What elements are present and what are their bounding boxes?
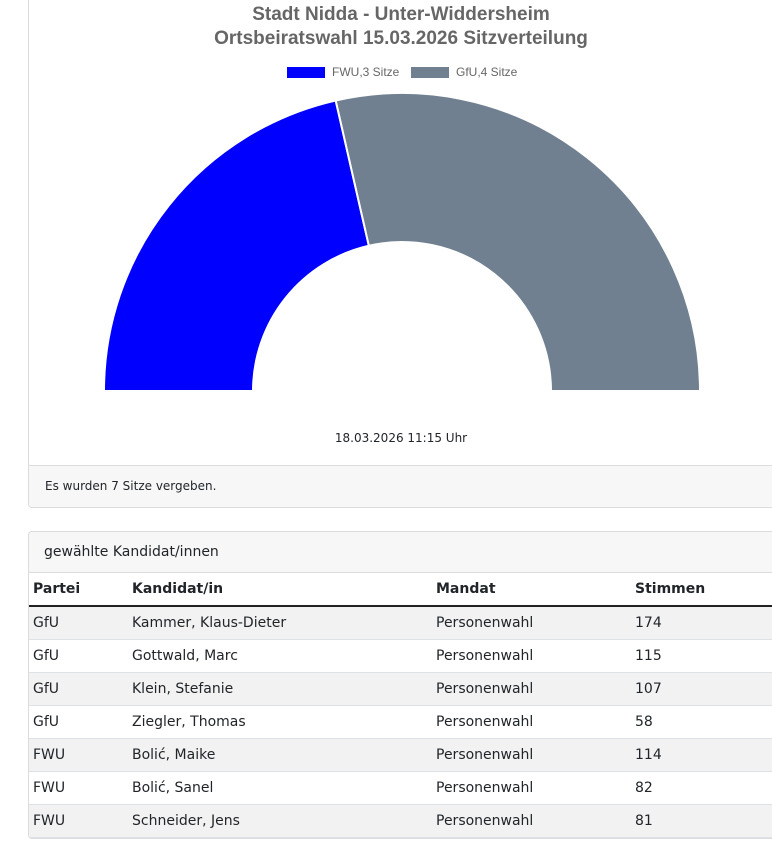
table-cell: Personenwahl (432, 804, 631, 838)
col-partei: Partei (29, 573, 128, 607)
table-cell: Personenwahl (432, 672, 631, 706)
table-cell: Personenwahl (432, 738, 631, 772)
legend-label: GfU,4 Sitze (456, 65, 518, 79)
table-cell: Personenwahl (432, 771, 631, 805)
candidates-table: Partei Kandidat/in Mandat Stimmen GfU Kam… (29, 573, 772, 838)
table-cell: Bolić, Sanel (128, 771, 432, 805)
table-cell: GfU (29, 705, 128, 739)
table-cell: Ziegler, Thomas (128, 705, 432, 739)
table-cell: Bolić, Maike (128, 738, 432, 772)
seats-summary: Es wurden 7 Sitze vergeben. (29, 465, 772, 507)
col-stimmen: Stimmen (631, 573, 772, 607)
table-cell: 115 (631, 639, 772, 673)
table-row: FWU Schneider, Jens Personenwahl 81 (29, 804, 772, 838)
table-cell: 82 (631, 771, 772, 805)
candidates-header: gewählte Kandidat/innen (29, 532, 772, 573)
table-row: FWU Bolić, Maike Personenwahl 114 (29, 738, 772, 772)
timestamp: 18.03.2026 11:15 Uhr (334, 431, 468, 445)
table-row: GfU Klein, Stefanie Personenwahl 107 (29, 672, 772, 706)
col-kandidat: Kandidat/in (128, 573, 432, 607)
legend-item-fwu[interactable]: FWU,3 Sitze (287, 65, 399, 79)
table-cell: Klein, Stefanie (128, 672, 432, 706)
slice-gfu[interactable] (334, 92, 702, 392)
table-row: FWU Bolić, Sanel Personenwahl 82 (29, 771, 772, 805)
table-row: GfU Ziegler, Thomas Personenwahl 58 (29, 705, 772, 739)
chart-subtitle: Ortsbeiratswahl 15.03.2026 Sitzverteilun… (214, 28, 588, 49)
table-cell: 174 (631, 606, 772, 640)
table-cell: 107 (631, 672, 772, 706)
legend-item-gfu[interactable]: GfU,4 Sitze (411, 65, 517, 79)
seat-chart (102, 92, 702, 392)
table-row: GfU Gottwald, Marc Personenwahl 115 (29, 639, 772, 673)
legend-swatch (411, 66, 449, 78)
chart-card: Stadt Nidda - Unter-Widdersheim Ortsbeir… (28, 0, 772, 508)
slice-fwu[interactable] (102, 99, 371, 392)
legend-label: FWU,3 Sitze (332, 65, 400, 79)
table-cell: 81 (631, 804, 772, 838)
table-cell: GfU (29, 606, 128, 640)
table-cell: GfU (29, 672, 128, 706)
table-cell: Kammer, Klaus-Dieter (128, 606, 432, 640)
legend-swatch (287, 66, 325, 78)
table-cell: Gottwald, Marc (128, 639, 432, 673)
table-cell: 114 (631, 738, 772, 772)
table-cell: Personenwahl (432, 606, 631, 640)
table-cell: 58 (631, 705, 772, 739)
table-cell: Personenwahl (432, 705, 631, 739)
table-cell: FWU (29, 738, 128, 772)
table-cell: Personenwahl (432, 639, 631, 673)
chart-title: Stadt Nidda - Unter-Widdersheim (252, 4, 550, 25)
table-cell: FWU (29, 771, 128, 805)
candidates-card: gewählte Kandidat/innen Partei Kandidat/… (28, 531, 772, 839)
table-cell: FWU (29, 804, 128, 838)
table-cell: GfU (29, 639, 128, 673)
table-row: GfU Kammer, Klaus-Dieter Personenwahl 174 (29, 606, 772, 640)
table-cell: Schneider, Jens (128, 804, 432, 838)
col-mandat: Mandat (432, 573, 631, 607)
